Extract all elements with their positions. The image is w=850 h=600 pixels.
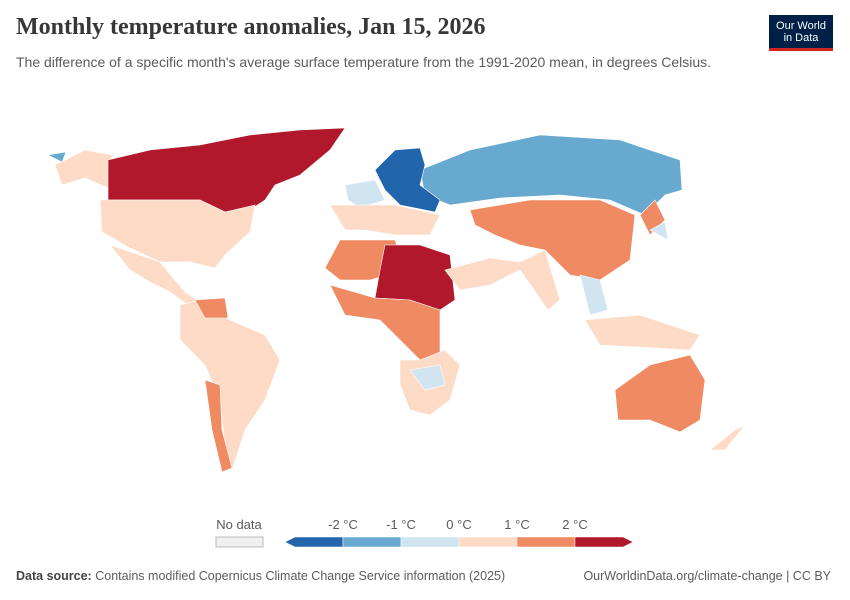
- legend-bar: -2 °C -1 °C 0 °C 1 °C 2 °C: [284, 517, 634, 548]
- country: [107, 127, 346, 213]
- logo-line: in Data: [783, 32, 819, 44]
- country: [614, 354, 706, 433]
- legend-tick-label: -1 °C: [386, 517, 416, 532]
- legend-swatch: [400, 536, 460, 548]
- legend-swatch: [516, 536, 576, 548]
- country: [194, 297, 229, 319]
- source: Data source: Contains modified Copernicu…: [16, 569, 505, 583]
- subtitle: The difference of a specific month's ave…: [16, 54, 712, 70]
- country: [409, 364, 446, 391]
- country: [204, 379, 233, 473]
- country: [444, 249, 561, 311]
- country: [179, 299, 281, 472]
- country: [374, 147, 441, 213]
- legend-tick-label: 1 °C: [504, 517, 529, 532]
- legend-swatch: [458, 536, 518, 548]
- no-data-swatch: [215, 536, 264, 548]
- logo[interactable]: Our World in Data: [769, 15, 833, 51]
- country: [329, 204, 441, 236]
- legend-tick-label: 2 °C: [562, 517, 587, 532]
- legend-tick-label: 0 °C: [446, 517, 471, 532]
- country: [99, 199, 256, 269]
- country: [649, 221, 669, 241]
- country: [584, 314, 701, 351]
- title: Monthly temperature anomalies, Jan 15, 2…: [16, 14, 486, 40]
- source-label: Data source:: [16, 569, 92, 583]
- country: [579, 274, 609, 316]
- country: [344, 179, 386, 209]
- logo-line: Our World: [776, 20, 826, 32]
- legend-tick-label: -2 °C: [328, 517, 358, 532]
- legend-swatch: [284, 536, 344, 548]
- country: [47, 151, 67, 163]
- url[interactable]: OurWorldinData.org/climate-change | CC B…: [583, 569, 831, 583]
- country: [709, 424, 746, 451]
- legend-swatch: [574, 536, 634, 548]
- source-text: Contains modified Copernicus Climate Cha…: [95, 569, 506, 583]
- legend: No data -2 °C -1 °C 0 °C 1 °C 2 °C: [215, 517, 634, 548]
- legend-swatch: [342, 536, 402, 548]
- no-data-label: No data: [216, 517, 262, 532]
- countries: [47, 127, 746, 473]
